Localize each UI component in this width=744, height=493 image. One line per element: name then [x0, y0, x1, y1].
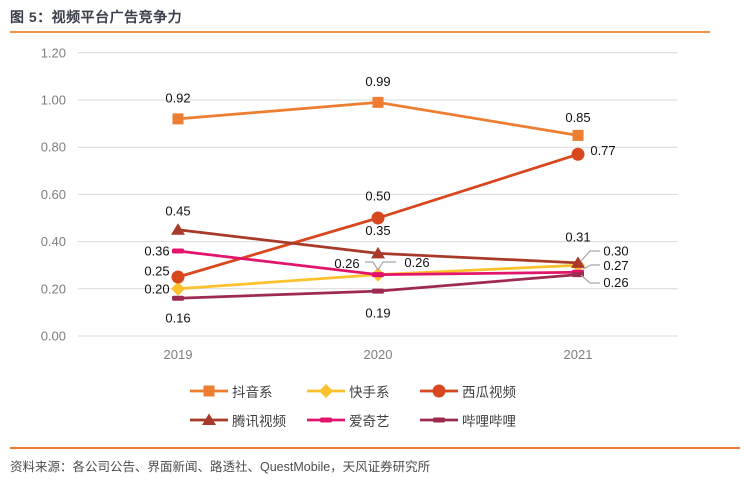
- data-point-marker: [172, 295, 184, 301]
- chart-title: 图 5：视频平台广告竞争力: [10, 9, 183, 25]
- legend-marker-icon: [307, 417, 345, 423]
- y-axis-tick-label: 0.60: [41, 187, 66, 202]
- footer-divider-rule: [10, 447, 740, 449]
- data-point-marker: [572, 272, 584, 278]
- data-point-marker: [572, 129, 584, 141]
- legend-item: 爱奇艺: [307, 408, 420, 432]
- data-label: 0.26: [603, 275, 628, 290]
- data-point-marker: [372, 96, 384, 108]
- legend-label: 快手系: [349, 385, 390, 400]
- legend-label: 抖音系: [232, 385, 273, 400]
- data-point-marker: [571, 256, 585, 268]
- legend-item: 腾讯视频: [190, 408, 307, 432]
- label-leader-line: [580, 250, 600, 262]
- y-axis-tick-label: 1.00: [41, 93, 66, 108]
- y-axis-tick-label: 1.20: [41, 45, 66, 60]
- legend-item: 西瓜视频: [420, 379, 516, 403]
- data-label: 0.35: [365, 223, 390, 238]
- legend-marker-icon: [190, 413, 228, 425]
- legend-label: 爱奇艺: [349, 414, 390, 429]
- data-label: 0.27: [603, 258, 628, 273]
- data-point-marker: [171, 281, 185, 296]
- legend-item: 哔哩哔哩: [420, 408, 516, 432]
- legend-label: 哔哩哔哩: [462, 414, 516, 429]
- data-label: 0.26: [334, 256, 359, 271]
- y-axis-tick-label: 0.00: [41, 329, 66, 344]
- data-label: 0.25: [144, 264, 169, 279]
- data-label: 0.85: [565, 110, 590, 125]
- legend-item: 抖音系: [190, 379, 307, 403]
- data-label: 0.99: [365, 74, 390, 89]
- data-point-marker: [371, 211, 385, 225]
- y-axis-tick-label: 0.80: [41, 140, 66, 155]
- legend-marker-icon: [307, 384, 345, 398]
- x-axis-label: 2020: [364, 347, 393, 362]
- chart-legend: 抖音系 快手系 西瓜视频腾讯视频 爱奇艺 哔哩哔哩: [190, 379, 516, 432]
- data-point-marker: [171, 270, 185, 284]
- title-divider-rule: [10, 31, 710, 33]
- data-label: 0.36: [144, 244, 169, 259]
- data-label: 0.92: [165, 90, 190, 105]
- data-label: 0.45: [165, 203, 190, 218]
- legend-label: 腾讯视频: [232, 414, 286, 429]
- x-axis-label: 2021: [564, 347, 593, 362]
- x-axis-label: 2019: [164, 347, 193, 362]
- data-point-marker: [571, 147, 585, 161]
- legend-marker-icon: [420, 384, 458, 398]
- legend-marker-icon: [420, 417, 458, 423]
- data-point-marker: [171, 223, 185, 235]
- data-label: 0.19: [365, 306, 390, 321]
- label-leader-line: [365, 261, 396, 272]
- data-label: 0.20: [144, 281, 169, 296]
- data-point-marker: [372, 288, 384, 294]
- data-point-marker: [372, 272, 384, 278]
- label-leader-line: [580, 274, 600, 284]
- legend-item: 快手系: [307, 379, 420, 403]
- data-label: 0.31: [565, 229, 590, 244]
- data-label: 0.77: [590, 143, 615, 158]
- legend-label: 西瓜视频: [462, 385, 516, 400]
- data-label: 0.50: [365, 189, 390, 204]
- data-label: 0.16: [165, 311, 190, 326]
- data-point-marker: [172, 113, 184, 125]
- label-leader-line: [582, 264, 600, 270]
- data-point-marker: [371, 246, 385, 259]
- source-text: 资料来源：各公司公告、界面新闻、路透社、QuestMobile，天风证券研究所: [10, 460, 431, 474]
- y-axis-tick-label: 0.40: [41, 234, 66, 249]
- data-label: 0.30: [603, 244, 628, 259]
- legend-marker-icon: [190, 385, 228, 397]
- y-axis-tick-label: 0.20: [41, 281, 66, 296]
- data-point-marker: [172, 248, 184, 254]
- data-label: 0.26: [404, 255, 429, 270]
